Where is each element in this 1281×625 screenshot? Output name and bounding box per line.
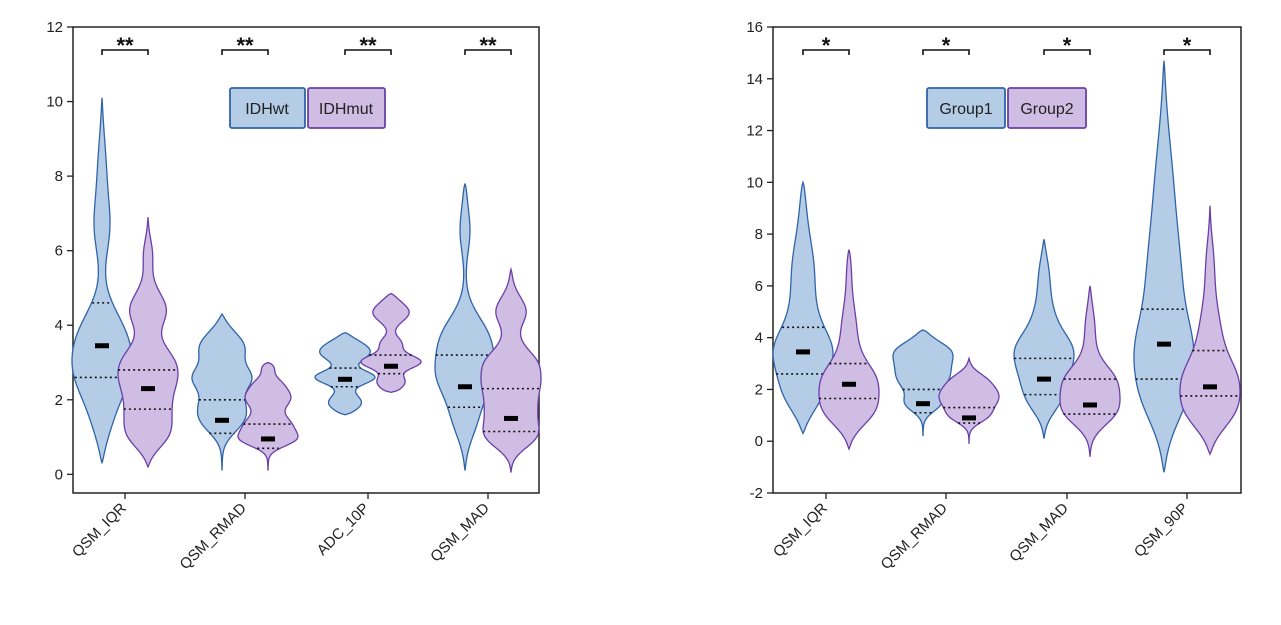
legend-label-idhmut: IDHmut [319,101,374,118]
y-tick-label: 10 [46,94,63,111]
right-legend: Group1 Group2 [926,87,1087,129]
right-violins [772,60,1241,473]
left-y-axis: 0 2 4 6 8 10 12 [46,19,73,483]
left-legend: IDHwt IDHmut [229,87,386,129]
violin-body [191,312,253,471]
significance-label: ** [236,33,254,58]
violin-body [892,329,954,437]
y-tick-label: 8 [755,226,763,243]
violin-body [314,332,376,416]
x-tick-label-adc-10p: ADC_10P [314,500,373,559]
y-tick-label: 4 [55,317,63,334]
y-tick-label: 10 [746,174,763,191]
violin-idhmut-qsm-mad [480,266,542,473]
significance-bracket [922,49,970,55]
x-tick-label-qsm-mad: QSM_MAD [1006,500,1072,566]
x-tick-label-qsm-rmad: QSM_RMAD [878,500,951,573]
violin-body [117,217,179,469]
violin-idhmut-adc-10p [360,292,422,394]
significance-label: ** [116,33,134,58]
y-tick-label: 2 [755,381,763,398]
left-plot-frame [72,26,540,494]
significance-bracket [101,49,149,55]
significance-bracket [802,49,850,55]
violin-idhwt-qsm-iqr [71,97,133,464]
significance-label: * [942,33,951,58]
x-tick-label-qsm-mad: QSM_MAD [427,500,493,566]
violin-group1-qsm-90p [1133,60,1195,473]
violin-body [1133,60,1195,473]
legend-swatch-group2 [1007,87,1087,129]
right-significance-brackets: * * * * [802,33,1211,58]
legend-label-group1: Group1 [939,101,992,118]
significance-label: * [1183,33,1192,58]
legend-label-group2: Group2 [1020,101,1073,118]
violin-group2-qsm-iqr [818,249,880,451]
left-violins [71,97,542,473]
significance-label: * [1063,33,1072,58]
significance-label: ** [479,33,497,58]
y-tick-label: 2 [55,392,63,409]
violin-body [480,266,542,473]
right-x-axis: QSM_IQR QSM_RMAD QSM_MAD QSM_90P [770,493,1192,573]
x-tick-label-qsm-90p: QSM_90P [1131,500,1192,561]
x-tick-label-qsm-iqr: QSM_IQR [69,500,130,561]
y-tick-label: 4 [755,330,763,347]
y-tick-label: 8 [55,168,63,185]
violin-body [818,249,880,451]
violin-group2-qsm-rmad [938,356,1000,444]
y-tick-label: 0 [55,466,63,483]
y-tick-label: 0 [755,433,763,450]
y-tick-label: 6 [755,278,763,295]
violin-group2-qsm-90p [1179,205,1241,456]
y-tick-label: 12 [46,19,63,36]
violin-body [71,97,133,464]
violin-body [938,356,1000,444]
violin-idhwt-qsm-rmad [191,312,253,471]
y-tick-label: 16 [746,19,763,36]
legend-label-idhwt: IDHwt [245,101,289,118]
x-tick-label-qsm-iqr: QSM_IQR [770,500,831,561]
right-y-axis: -2 0 2 4 6 8 10 12 14 16 [746,19,773,502]
violin-group1-qsm-iqr [772,179,834,436]
violin-idhmut-qsm-rmad [237,361,299,471]
significance-label: ** [359,33,377,58]
y-tick-label: 12 [746,123,763,140]
violin-body [237,361,299,471]
left-x-axis: QSM_IQR QSM_RMAD ADC_10P QSM_MAD [69,493,493,573]
x-tick-label-qsm-rmad: QSM_RMAD [177,500,250,573]
significance-bracket [221,49,269,55]
right-plot-frame [772,26,1242,494]
legend-swatch-idhmut [307,87,386,129]
significance-bracket [1163,49,1211,55]
legend-swatch-group1 [926,87,1006,129]
violin-group1-qsm-rmad [892,329,954,437]
y-tick-label: 6 [55,243,63,260]
left-significance-brackets: ** ** ** ** [101,33,512,58]
y-tick-label: -2 [750,485,763,502]
significance-bracket [464,49,512,55]
violin-body [1059,285,1121,457]
significance-bracket [344,49,392,55]
violin-body [360,292,422,394]
violin-body [1179,205,1241,456]
violin-group2-qsm-mad [1059,285,1121,457]
y-tick-label: 14 [746,71,763,88]
violin-idhwt-adc-10p [314,332,376,416]
violin-body [772,179,834,436]
violin-idhmut-qsm-iqr [117,217,179,469]
significance-bracket [1043,49,1091,55]
significance-label: * [822,33,831,58]
legend-swatch-idhwt [229,87,306,129]
